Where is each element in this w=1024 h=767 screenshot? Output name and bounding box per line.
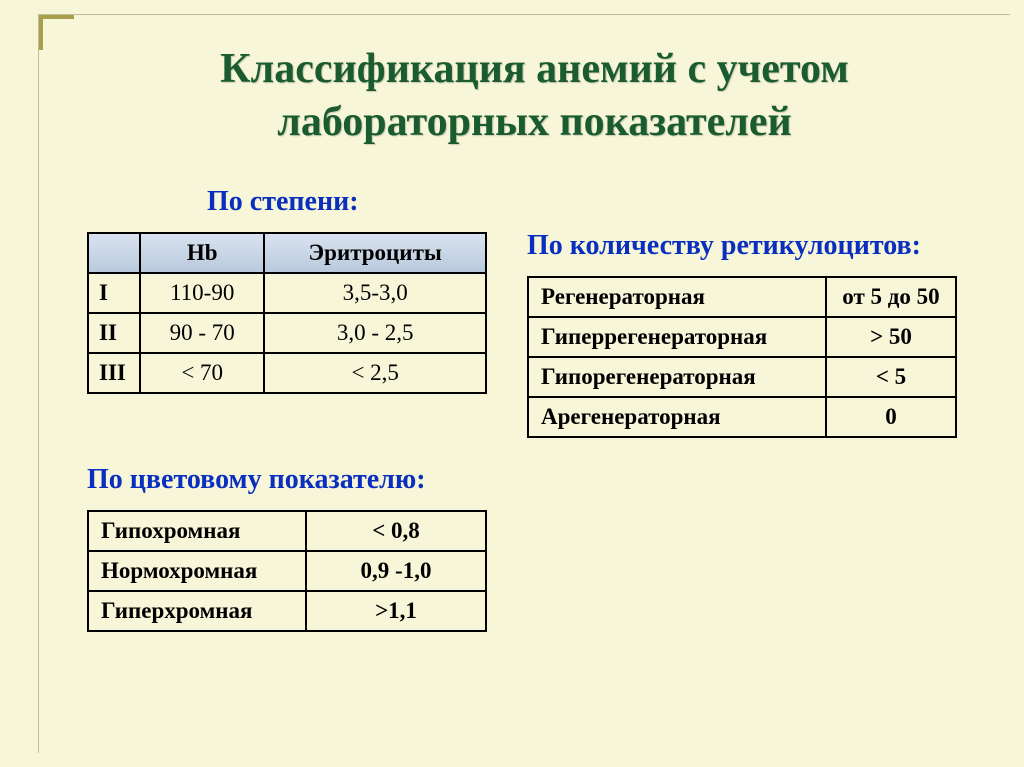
color-row: Гипохромная < 0,8 xyxy=(88,511,486,551)
retic-row: Арегенераторная 0 xyxy=(528,397,956,437)
retic-cell-name: Арегенераторная xyxy=(528,397,826,437)
degree-cell-stage: II xyxy=(88,313,140,353)
degree-cell-stage: III xyxy=(88,353,140,393)
retic-cell-name: Гипорегенераторная xyxy=(528,357,826,397)
retic-table: Регенераторная от 5 до 50 Гиперрегенерат… xyxy=(527,276,957,438)
degree-th-er: Эритроциты xyxy=(264,233,486,273)
degree-th-blank xyxy=(88,233,140,273)
retic-cell-val: 0 xyxy=(826,397,956,437)
degree-cell-er: 3,5-3,0 xyxy=(264,273,486,313)
retic-row: Гиперрегенераторная > 50 xyxy=(528,317,956,357)
degree-cell-hb: < 70 xyxy=(140,353,264,393)
degree-cell-er: 3,0 - 2,5 xyxy=(264,313,486,353)
slide-frame: Классификация анемий с учетом лабораторн… xyxy=(38,14,1010,753)
degree-label: По степени: xyxy=(207,186,982,218)
color-row: Нормохромная 0,9 -1,0 xyxy=(88,551,486,591)
page-title: Классификация анемий с учетом лабораторн… xyxy=(87,43,982,148)
retic-cell-val: от 5 до 50 xyxy=(826,277,956,317)
color-cell-val: 0,9 -1,0 xyxy=(306,551,486,591)
degree-row: II 90 - 70 3,0 - 2,5 xyxy=(88,313,486,353)
color-cell-name: Гиперхромная xyxy=(88,591,306,631)
main-row: Hb Эритроциты I 110-90 3,5-3,0 II 90 - 7… xyxy=(87,232,982,438)
color-cell-name: Нормохромная xyxy=(88,551,306,591)
degree-col: Hb Эритроциты I 110-90 3,5-3,0 II 90 - 7… xyxy=(87,232,487,394)
color-cell-name: Гипохромная xyxy=(88,511,306,551)
degree-cell-hb: 90 - 70 xyxy=(140,313,264,353)
degree-cell-stage: I xyxy=(88,273,140,313)
degree-row: I 110-90 3,5-3,0 xyxy=(88,273,486,313)
retic-cell-val: > 50 xyxy=(826,317,956,357)
degree-row: III < 70 < 2,5 xyxy=(88,353,486,393)
degree-table: Hb Эритроциты I 110-90 3,5-3,0 II 90 - 7… xyxy=(87,232,487,394)
color-cell-val: >1,1 xyxy=(306,591,486,631)
color-label: По цветовому показателю: xyxy=(87,464,982,496)
color-cell-val: < 0,8 xyxy=(306,511,486,551)
retic-col: По количеству ретикулоцитов: Регенератор… xyxy=(527,232,957,438)
retic-row: Регенераторная от 5 до 50 xyxy=(528,277,956,317)
retic-cell-val: < 5 xyxy=(826,357,956,397)
color-row: Гиперхромная >1,1 xyxy=(88,591,486,631)
retic-cell-name: Регенераторная xyxy=(528,277,826,317)
retic-label: По количеству ретикулоцитов: xyxy=(527,230,957,262)
retic-cell-name: Гиперрегенераторная xyxy=(528,317,826,357)
retic-row: Гипорегенераторная < 5 xyxy=(528,357,956,397)
degree-cell-hb: 110-90 xyxy=(140,273,264,313)
color-table: Гипохромная < 0,8 Нормохромная 0,9 -1,0 … xyxy=(87,510,487,632)
degree-cell-er: < 2,5 xyxy=(264,353,486,393)
degree-th-hb: Hb xyxy=(140,233,264,273)
